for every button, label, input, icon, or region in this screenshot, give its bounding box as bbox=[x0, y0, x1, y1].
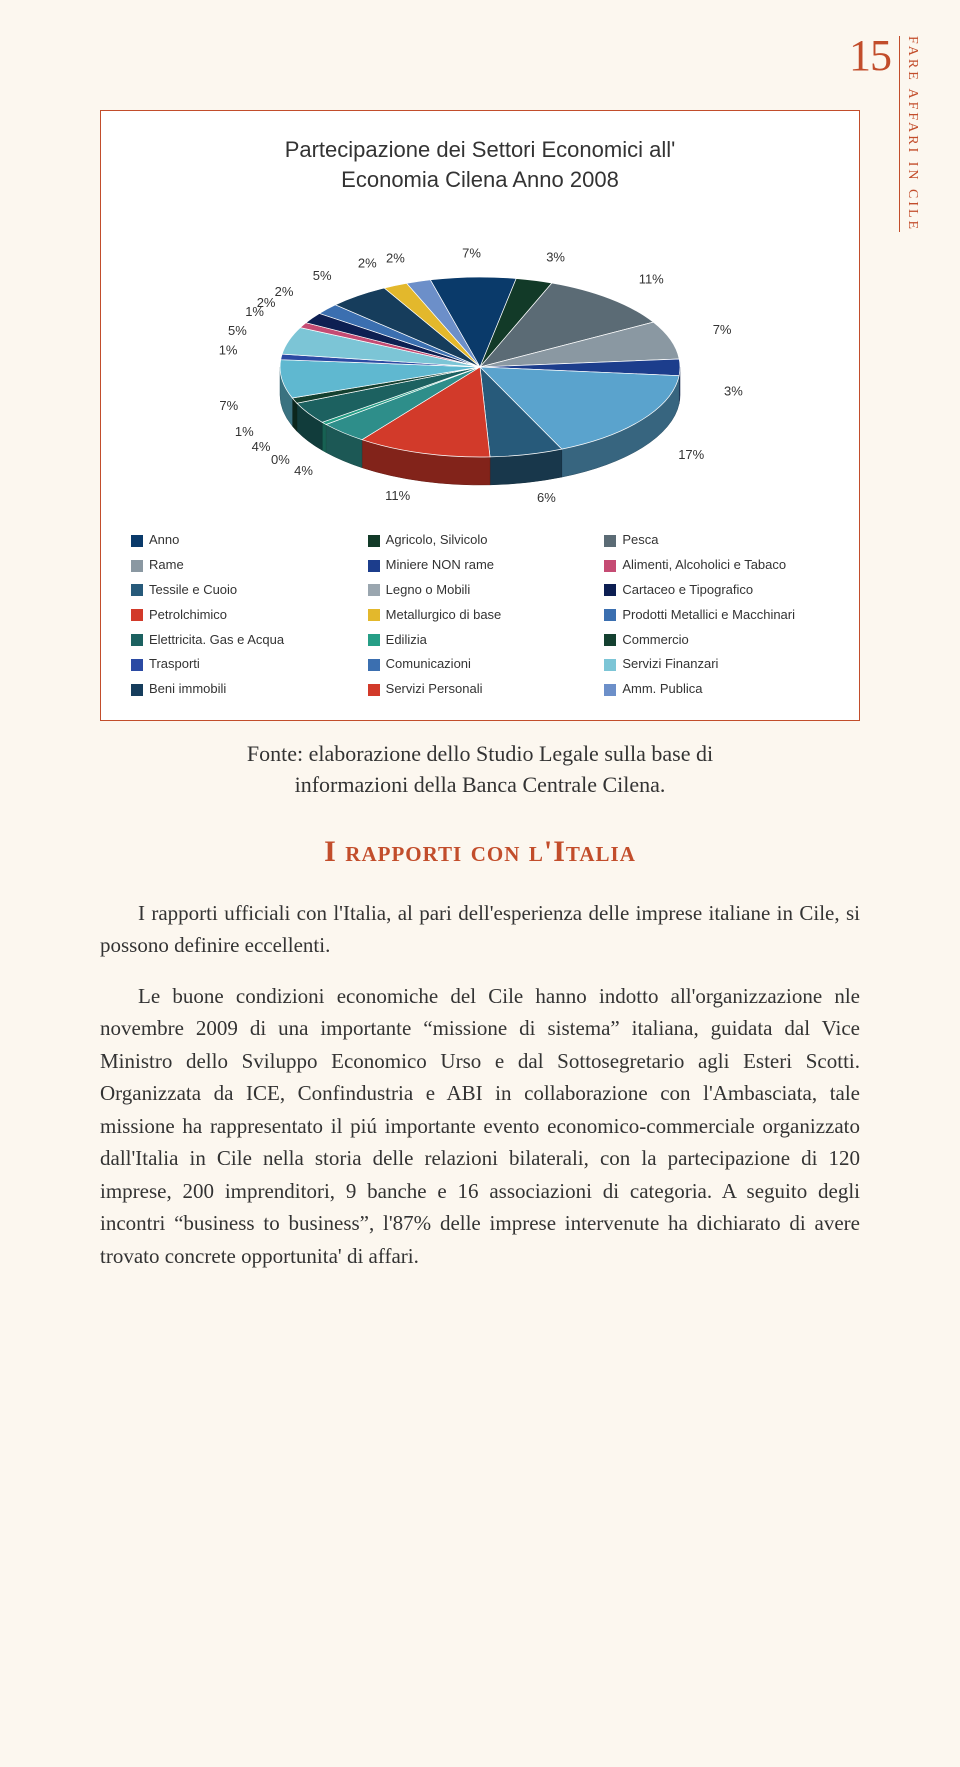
legend-item: Elettricita. Gas e Acqua bbox=[131, 630, 356, 651]
pie-label: 17% bbox=[678, 447, 704, 462]
legend-item: Amm. Publica bbox=[604, 679, 829, 700]
legend-swatch bbox=[131, 560, 143, 572]
legend-label: Pesca bbox=[622, 530, 658, 551]
legend-swatch bbox=[604, 659, 616, 671]
legend-item: Legno o Mobili bbox=[368, 580, 593, 601]
legend-swatch bbox=[604, 560, 616, 572]
legend-label: Petrolchimico bbox=[149, 605, 227, 626]
pie-label: 11% bbox=[385, 489, 410, 504]
chart-legend: Anno Agricolo, Silvicolo Pesca Rame Miniere … bbox=[131, 530, 829, 700]
legend-item: Rame bbox=[131, 555, 356, 576]
source-line2: informazioni della Banca Centrale Cilena… bbox=[295, 772, 666, 797]
paragraph-1: I rapporti ufficiali con l'Italia, al pa… bbox=[100, 897, 860, 962]
chart-source: Fonte: elaborazione dello Studio Legale … bbox=[140, 739, 820, 801]
legend-swatch bbox=[368, 659, 380, 671]
legend-swatch bbox=[368, 535, 380, 547]
legend-swatch bbox=[368, 560, 380, 572]
legend-label: Agricolo, Silvicolo bbox=[386, 530, 488, 551]
legend-item: Comunicazioni bbox=[368, 654, 593, 675]
pie-label: 7% bbox=[462, 246, 481, 261]
pie-label: 7% bbox=[713, 322, 732, 337]
running-title: FARE AFFARI IN CILE bbox=[899, 36, 920, 232]
chart-title-line1: Partecipazione dei Settori Economici all… bbox=[285, 137, 676, 162]
legend-swatch bbox=[604, 684, 616, 696]
legend-label: Rame bbox=[149, 555, 184, 576]
legend-swatch bbox=[604, 609, 616, 621]
legend-label: Trasporti bbox=[149, 654, 200, 675]
legend-item: Servizi Personali bbox=[368, 679, 593, 700]
chart-container: Partecipazione dei Settori Economici all… bbox=[100, 110, 860, 721]
pie-label: 2% bbox=[386, 251, 405, 266]
legend-swatch bbox=[368, 584, 380, 596]
pie-label: 3% bbox=[546, 250, 565, 265]
legend-swatch bbox=[131, 684, 143, 696]
pie-label: 7% bbox=[219, 398, 238, 413]
legend-label: Prodotti Metallici e Macchinari bbox=[622, 605, 795, 626]
legend-label: Anno bbox=[149, 530, 179, 551]
legend-swatch bbox=[131, 609, 143, 621]
legend-item: Anno bbox=[131, 530, 356, 551]
pie-label: 4% bbox=[252, 440, 271, 455]
legend-item: Tessile e Cuoio bbox=[131, 580, 356, 601]
legend-label: Commercio bbox=[622, 630, 688, 651]
legend-item: Miniere NON rame bbox=[368, 555, 593, 576]
pie-label: 2% bbox=[275, 285, 294, 300]
legend-item: Edilizia bbox=[368, 630, 593, 651]
legend-item: Petrolchimico bbox=[131, 605, 356, 626]
legend-label: Legno o Mobili bbox=[386, 580, 471, 601]
legend-item: Metallurgico di base bbox=[368, 605, 593, 626]
legend-item: Prodotti Metallici e Macchinari bbox=[604, 605, 829, 626]
legend-label: Elettricita. Gas e Acqua bbox=[149, 630, 284, 651]
legend-label: Comunicazioni bbox=[386, 654, 471, 675]
legend-swatch bbox=[131, 659, 143, 671]
pie-chart: 7%3%11%7%3%17%6%11%4%0%4%1%7%1%5%1%2%2%5… bbox=[160, 212, 800, 512]
legend-label: Beni immobili bbox=[149, 679, 226, 700]
paragraph-2: Le buone condizioni economiche del Cile … bbox=[100, 980, 860, 1273]
pie-label: 3% bbox=[724, 384, 743, 399]
legend-swatch bbox=[604, 535, 616, 547]
pie-label: 5% bbox=[313, 268, 332, 283]
legend-label: Metallurgico di base bbox=[386, 605, 502, 626]
legend-swatch bbox=[368, 609, 380, 621]
legend-item: Trasporti bbox=[131, 654, 356, 675]
page-number: 15 bbox=[849, 30, 891, 81]
legend-label: Servizi Finanzari bbox=[622, 654, 718, 675]
legend-label: Amm. Publica bbox=[622, 679, 702, 700]
legend-label: Cartaceo e Tipografico bbox=[622, 580, 753, 601]
section-heading: I rapporti con l'Italia bbox=[100, 835, 860, 869]
pie-label: 4% bbox=[294, 463, 313, 478]
pie-label: 1% bbox=[219, 343, 238, 358]
pie-label: 2% bbox=[257, 295, 276, 310]
legend-swatch bbox=[368, 634, 380, 646]
legend-item: Commercio bbox=[604, 630, 829, 651]
pie-label: 6% bbox=[537, 490, 556, 505]
legend-swatch bbox=[131, 584, 143, 596]
legend-item: Agricolo, Silvicolo bbox=[368, 530, 593, 551]
chart-title: Partecipazione dei Settori Economici all… bbox=[131, 135, 829, 194]
legend-swatch bbox=[368, 684, 380, 696]
legend-item: Cartaceo e Tipografico bbox=[604, 580, 829, 601]
legend-label: Miniere NON rame bbox=[386, 555, 494, 576]
legend-item: Pesca bbox=[604, 530, 829, 551]
legend-label: Edilizia bbox=[386, 630, 427, 651]
pie-label: 0% bbox=[271, 452, 290, 467]
legend-item: Alimenti, Alcoholici e Tabaco bbox=[604, 555, 829, 576]
legend-label: Servizi Personali bbox=[386, 679, 483, 700]
source-line1: Fonte: elaborazione dello Studio Legale … bbox=[247, 741, 713, 766]
pie-label: 1% bbox=[235, 424, 254, 439]
legend-item: Servizi Finanzari bbox=[604, 654, 829, 675]
legend-item: Beni immobili bbox=[131, 679, 356, 700]
pie-label: 11% bbox=[639, 272, 664, 287]
legend-swatch bbox=[604, 634, 616, 646]
pie-label: 5% bbox=[228, 323, 247, 338]
legend-label: Alimenti, Alcoholici e Tabaco bbox=[622, 555, 786, 576]
chart-title-line2: Economia Cilena Anno 2008 bbox=[341, 167, 619, 192]
legend-swatch bbox=[131, 634, 143, 646]
legend-label: Tessile e Cuoio bbox=[149, 580, 237, 601]
legend-swatch bbox=[604, 584, 616, 596]
pie-label: 2% bbox=[358, 256, 377, 271]
legend-swatch bbox=[131, 535, 143, 547]
